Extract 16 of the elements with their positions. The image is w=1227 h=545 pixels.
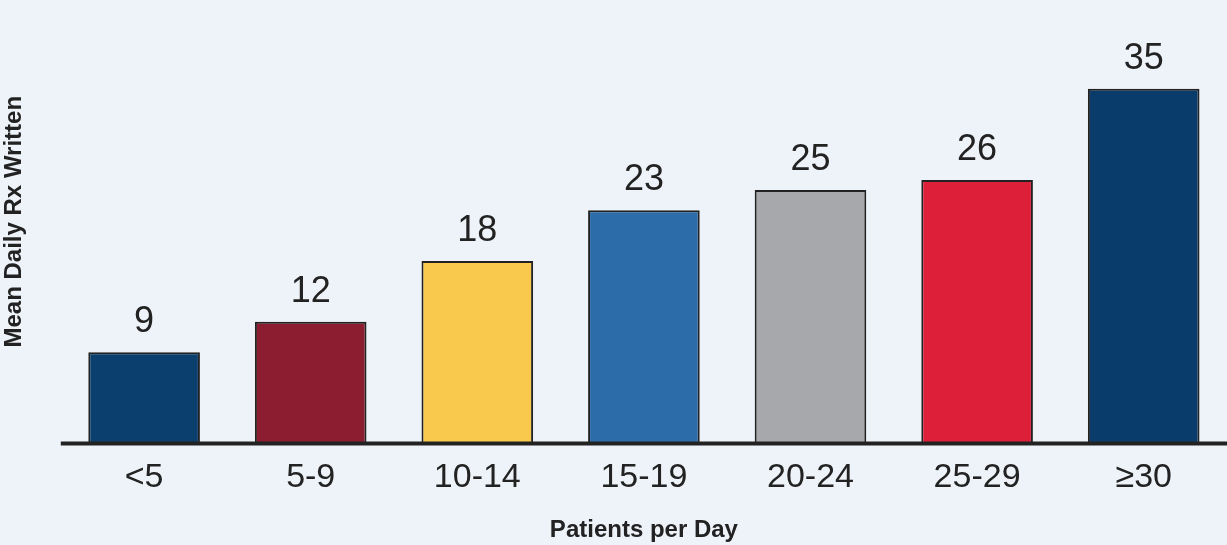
x-axis-title: Patients per Day <box>549 515 739 543</box>
x-tick-label: 20-24 <box>767 456 854 495</box>
data-label: 25 <box>790 136 831 178</box>
y-axis-title: Mean Daily Rx Written <box>0 95 27 348</box>
x-tick-label: 5-9 <box>286 456 336 495</box>
data-label: 12 <box>290 268 331 310</box>
data-label: 18 <box>457 207 498 249</box>
x-tick-label: ≥30 <box>1115 456 1172 495</box>
x-tick-label: 25-29 <box>933 456 1021 495</box>
x-tick-label: <5 <box>124 456 164 495</box>
x-tick-label: 10-14 <box>433 456 521 495</box>
data-label: 23 <box>623 157 664 199</box>
data-label: 26 <box>957 126 998 168</box>
x-tick-label: 15-19 <box>600 456 688 495</box>
data-label: 35 <box>1123 35 1164 77</box>
data-label: 9 <box>134 299 155 341</box>
